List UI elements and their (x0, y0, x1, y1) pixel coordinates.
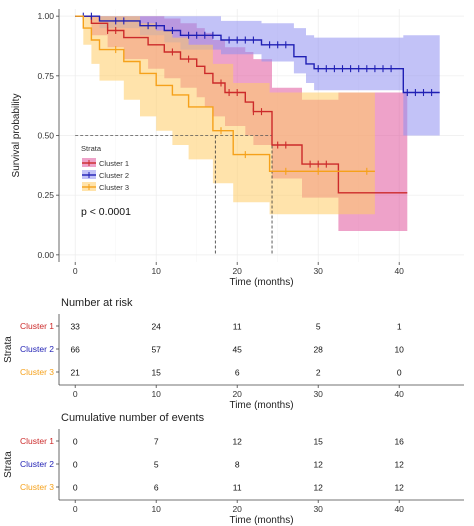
table-cell: 24 (151, 322, 161, 332)
table-cell: 12 (232, 437, 242, 447)
table-row-label: Cluster 3 (20, 482, 54, 492)
table-cell: 12 (394, 460, 404, 470)
table-cell: 6 (235, 368, 240, 378)
y-tick-label: 0.50 (37, 131, 54, 141)
table-title: Number at risk (61, 297, 133, 309)
table-x-tick-label: 40 (394, 389, 404, 399)
table-cell: 66 (70, 345, 80, 355)
table-x-tick-label: 40 (394, 504, 404, 514)
legend-label: Cluster 1 (99, 159, 129, 168)
table-cell: 1 (397, 322, 402, 332)
table-row-label: Cluster 1 (20, 321, 54, 331)
x-tick-label: 20 (232, 266, 242, 276)
table-row-label: Cluster 2 (20, 344, 54, 354)
table-cell: 5 (154, 460, 159, 470)
x-tick-label: 30 (313, 266, 323, 276)
table-x-tick-label: 20 (232, 504, 242, 514)
table-cell: 8 (235, 460, 240, 470)
table-x-tick-label: 10 (151, 504, 161, 514)
table-y-axis-label: Strata (3, 451, 14, 478)
survival-curve-3 (75, 15, 375, 172)
table-cell: 0 (73, 437, 78, 447)
table-cell: 2 (316, 368, 321, 378)
x-tick-label: 0 (73, 266, 78, 276)
table-row-label: Cluster 3 (20, 367, 54, 377)
table-cell: 10 (394, 345, 404, 355)
table-title: Cumulative number of events (61, 412, 205, 424)
table-row-label: Cluster 2 (20, 459, 54, 469)
table-x-axis-label: Time (months) (229, 400, 293, 411)
y-tick-label: 1.00 (37, 11, 54, 21)
table-cell: 15 (151, 368, 161, 378)
table-x-axis-label: Time (months) (229, 515, 293, 526)
table-cell: 28 (313, 345, 323, 355)
table-cell: 11 (233, 483, 242, 493)
table-cell: 15 (313, 437, 323, 447)
table-x-tick-label: 20 (232, 389, 242, 399)
table-cell: 6 (154, 483, 159, 493)
legend-title: Strata (81, 144, 102, 153)
table-row-label: Cluster 1 (20, 436, 54, 446)
legend-label: Cluster 2 (99, 171, 129, 180)
x-tick-label: 40 (394, 266, 404, 276)
table-cell: 12 (313, 460, 323, 470)
table-cell: 33 (70, 322, 80, 332)
confidence-band-2 (75, 16, 440, 136)
table-cell: 16 (394, 437, 404, 447)
confidence-band-3 (75, 16, 375, 215)
table-cell: 45 (232, 345, 242, 355)
table-x-tick-label: 30 (313, 389, 323, 399)
x-tick-label: 10 (151, 266, 161, 276)
table-x-tick-label: 0 (73, 389, 78, 399)
legend: Strata Cluster 1 Cluster 2 Cluster 3 (81, 144, 129, 192)
table-cell: 21 (70, 368, 80, 378)
table-y-axis-label: Strata (3, 336, 14, 363)
table-cell: 5 (316, 322, 321, 332)
legend-label: Cluster 3 (99, 183, 129, 192)
y-tick-label: 0.00 (37, 250, 54, 260)
table-x-tick-label: 0 (73, 504, 78, 514)
table-x-tick-label: 10 (151, 389, 161, 399)
x-axis-label: Time (months) (229, 277, 293, 288)
table-cell: 12 (394, 483, 404, 493)
table-cell: 7 (154, 437, 159, 447)
y-tick-label: 0.75 (37, 71, 54, 81)
table-cell: 11 (233, 322, 242, 332)
survival-curve-1 (75, 15, 408, 194)
table-cell: 12 (313, 483, 323, 493)
table-cell: 0 (73, 460, 78, 470)
table-cell: 0 (397, 368, 402, 378)
table-cell: 0 (73, 483, 78, 493)
table-cell: 57 (151, 345, 161, 355)
p-value-annotation: p < 0.0001 (81, 206, 131, 218)
survival-curve-2 (75, 15, 440, 94)
table-x-tick-label: 30 (313, 504, 323, 514)
y-tick-label: 0.25 (37, 190, 54, 200)
y-axis-label: Survival probability (11, 94, 22, 178)
